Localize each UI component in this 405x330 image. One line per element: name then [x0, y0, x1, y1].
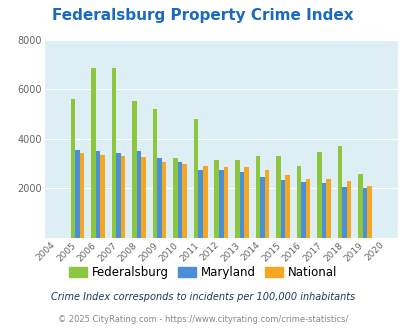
Bar [141, 157, 145, 238]
Bar [316, 152, 321, 238]
Bar [198, 170, 202, 238]
Bar [182, 164, 187, 238]
Bar [284, 175, 289, 238]
Bar [296, 166, 301, 238]
Bar [346, 181, 350, 238]
Bar [153, 109, 157, 238]
Bar [337, 146, 341, 238]
Bar [367, 185, 371, 238]
Bar [264, 170, 269, 238]
Bar [325, 179, 330, 238]
Bar [173, 158, 177, 238]
Bar [91, 68, 96, 238]
Bar [234, 160, 239, 238]
Bar [362, 187, 367, 238]
Bar [341, 187, 346, 238]
Bar [177, 162, 182, 238]
Bar [357, 175, 362, 238]
Bar [218, 170, 223, 238]
Bar [280, 180, 284, 238]
Text: Federalsburg Property Crime Index: Federalsburg Property Crime Index [52, 8, 353, 23]
Bar [132, 102, 136, 238]
Bar [100, 155, 104, 238]
Bar [75, 150, 79, 238]
Bar [301, 182, 305, 238]
Bar [111, 68, 116, 238]
Bar [260, 177, 264, 238]
Text: © 2025 CityRating.com - https://www.cityrating.com/crime-statistics/: © 2025 CityRating.com - https://www.city… [58, 315, 347, 324]
Bar [157, 158, 162, 238]
Bar [255, 156, 260, 238]
Bar [194, 119, 198, 238]
Bar [79, 153, 84, 238]
Bar [275, 156, 280, 238]
Bar [70, 99, 75, 238]
Bar [223, 167, 228, 238]
Legend: Federalsburg, Maryland, National: Federalsburg, Maryland, National [64, 262, 341, 284]
Bar [96, 151, 100, 238]
Bar [305, 179, 309, 238]
Text: Crime Index corresponds to incidents per 100,000 inhabitants: Crime Index corresponds to incidents per… [51, 292, 354, 302]
Bar [214, 160, 218, 238]
Bar [243, 167, 248, 238]
Bar [202, 166, 207, 238]
Bar [136, 151, 141, 238]
Bar [121, 156, 125, 238]
Bar [239, 172, 243, 238]
Bar [162, 162, 166, 238]
Bar [116, 153, 121, 238]
Bar [321, 183, 325, 238]
